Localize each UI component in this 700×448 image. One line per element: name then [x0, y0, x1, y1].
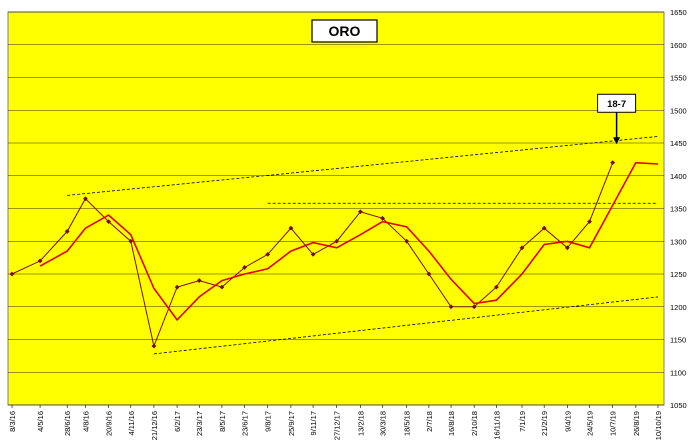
x-tick-label: 2/10/18	[470, 411, 479, 436]
chart-title-box: ORO	[311, 19, 378, 43]
y-tick-label: 1250	[670, 270, 687, 279]
x-tick-label: 25/9/17	[287, 411, 296, 436]
trend-guide-line	[153, 296, 659, 355]
x-tick-label: 8/3/16	[8, 411, 17, 432]
annotation-label: 18-7	[607, 99, 626, 110]
y-tick-label: 1300	[670, 237, 687, 246]
y-tick-label: 1050	[670, 401, 687, 410]
price-point	[9, 271, 15, 277]
x-tick-label: 4/8/16	[81, 411, 90, 432]
price-point	[288, 225, 294, 231]
x-tick-label: 21/12/16	[150, 411, 159, 440]
y-tick-label: 1550	[670, 74, 687, 83]
x-axis-ticks: 8/3/16 4/5/16 28/6/16 4/8/16 20/9/16 4/11/16 2…	[8, 405, 663, 440]
x-tick-label: 2/7/18	[425, 411, 434, 432]
price-markers	[9, 160, 616, 349]
trend-guide-lines	[67, 136, 659, 355]
price-point	[493, 284, 499, 290]
price-point	[64, 229, 70, 234]
y-tick-label: 1650	[670, 8, 687, 17]
y-tick-label: 1150	[670, 336, 686, 345]
x-tick-label: 9/8/17	[264, 411, 273, 432]
y-tick-label: 1200	[670, 303, 687, 312]
price-point	[174, 284, 180, 290]
price-point	[541, 225, 547, 231]
y-tick-label: 1600	[670, 41, 687, 50]
x-tick-label: 7/1/19	[518, 411, 527, 432]
x-tick-label: 18/5/18	[403, 411, 412, 436]
price-point	[448, 304, 454, 310]
price-point	[334, 238, 340, 244]
price-point	[610, 160, 616, 166]
price-point	[564, 245, 570, 251]
price-point	[83, 196, 88, 202]
price-point	[357, 209, 363, 215]
y-tick-label: 1350	[670, 205, 687, 214]
price-point	[196, 278, 202, 283]
price-point	[519, 245, 525, 251]
x-tick-label: 13/2/18	[356, 411, 365, 436]
date-annotation: 18-7	[597, 93, 637, 145]
x-tick-label: 9/11/17	[309, 411, 318, 435]
y-axis-ticks: 1050 1100 1150 1200 1250 1300 1350 1400 1450 1500…	[670, 8, 687, 410]
x-tick-label: 23/6/17	[241, 411, 250, 436]
x-tick-label: 30/3/18	[379, 411, 388, 436]
x-tick-label: 4/11/16	[127, 411, 136, 435]
x-tick-label: 20/9/16	[105, 411, 114, 436]
x-tick-label: 9/4/19	[563, 411, 572, 432]
price-point	[128, 238, 134, 244]
x-tick-label: 6/2/17	[173, 411, 182, 432]
price-point	[380, 215, 385, 221]
price-point	[426, 271, 432, 277]
x-tick-label: 4/5/16	[36, 411, 45, 432]
x-tick-label: 24/5/19	[586, 411, 595, 436]
price-point	[242, 265, 247, 270]
moving-average-line	[39, 161, 659, 322]
x-tick-label: 16/8/18	[447, 411, 456, 436]
price-point	[587, 219, 592, 224]
x-tick-label: 23/3/17	[195, 411, 204, 436]
x-tick-label: 27/12/17	[333, 411, 342, 440]
x-tick-label: 26/8/19	[632, 411, 641, 436]
chart-title: ORO	[329, 23, 361, 39]
y-tick-label: 1100	[670, 368, 686, 377]
y-tick-label: 1500	[670, 106, 687, 115]
trend-guide-line	[67, 136, 659, 196]
y-tick-label: 1400	[670, 172, 687, 181]
x-tick-label: 10/7/19	[609, 411, 618, 436]
x-tick-label: 10/10/19	[654, 411, 663, 440]
price-point	[404, 238, 410, 244]
annotation-arrowhead	[613, 137, 621, 145]
y-tick-label: 1450	[670, 139, 687, 148]
price-point	[37, 258, 43, 264]
x-tick-label: 8/5/17	[218, 411, 227, 432]
price-point	[265, 251, 271, 257]
x-tick-label: 21/2/19	[540, 411, 549, 436]
price-point	[219, 284, 225, 290]
price-point	[471, 304, 477, 310]
price-point	[106, 219, 111, 224]
price-point	[151, 343, 157, 349]
x-tick-label: 28/6/16	[63, 411, 72, 436]
x-tick-label: 16/11/18	[492, 411, 501, 440]
price-point	[310, 251, 316, 257]
